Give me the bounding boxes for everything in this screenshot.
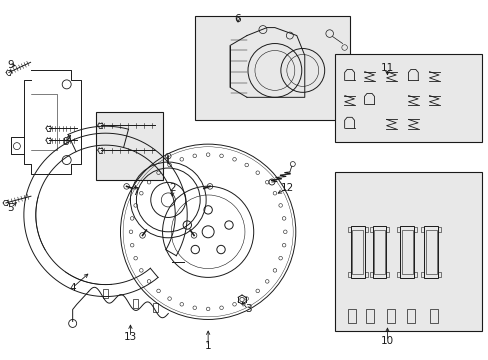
Text: 13: 13 (123, 332, 137, 342)
Bar (103, 289, 108, 298)
Bar (386, 227, 388, 232)
Bar (369, 227, 372, 232)
Bar (365, 310, 373, 323)
Bar (364, 227, 367, 232)
Bar (397, 272, 400, 276)
Bar (347, 310, 355, 323)
Bar (351, 230, 362, 274)
Bar (421, 227, 424, 232)
Text: 3: 3 (244, 305, 251, 315)
Bar (364, 272, 367, 276)
Bar (372, 226, 386, 278)
Bar (413, 227, 416, 232)
Bar (369, 272, 372, 276)
Text: 5: 5 (8, 203, 14, 213)
Bar (373, 230, 384, 274)
Text: 9: 9 (8, 60, 14, 71)
Text: 4: 4 (69, 283, 76, 293)
Bar (347, 272, 350, 276)
Bar (400, 226, 413, 278)
Text: 1: 1 (204, 341, 211, 351)
Text: 7: 7 (132, 187, 139, 197)
Bar (437, 227, 440, 232)
Bar (334, 54, 481, 142)
Text: 11: 11 (380, 63, 393, 73)
Bar (421, 272, 424, 276)
Bar (425, 230, 436, 274)
Bar (386, 272, 388, 276)
Bar (153, 303, 158, 312)
Bar (386, 310, 395, 323)
Bar (350, 226, 364, 278)
Bar (429, 310, 437, 323)
Bar (437, 272, 440, 276)
Text: 8: 8 (62, 137, 69, 147)
Bar (133, 299, 138, 308)
Bar (195, 15, 349, 120)
Bar (407, 310, 414, 323)
Text: 2: 2 (169, 183, 175, 193)
Bar (347, 227, 350, 232)
Bar (95, 112, 163, 180)
Bar (334, 172, 481, 332)
Text: 6: 6 (234, 14, 241, 24)
Bar (401, 230, 412, 274)
Bar (424, 226, 437, 278)
Text: 12: 12 (281, 183, 294, 193)
Bar (413, 272, 416, 276)
Text: 10: 10 (380, 336, 393, 346)
Bar (397, 227, 400, 232)
